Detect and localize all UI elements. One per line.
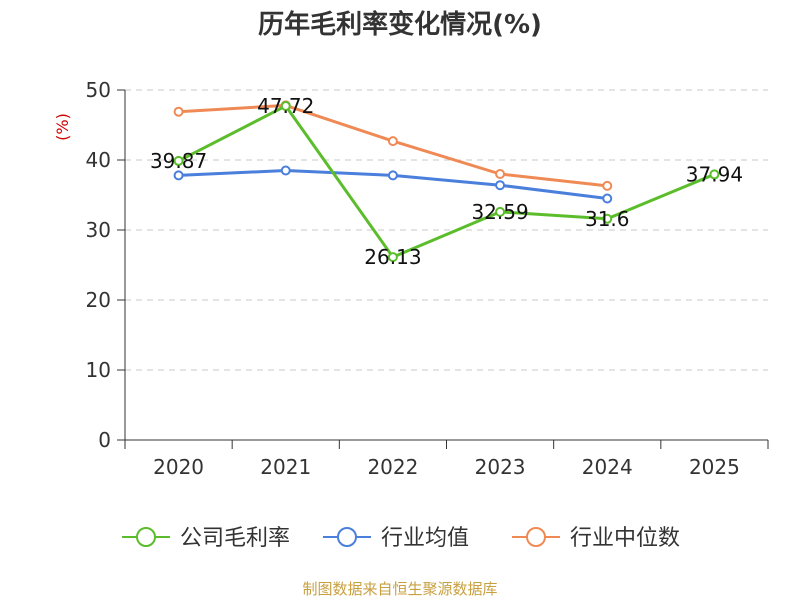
data-label: 32.59 — [471, 200, 528, 224]
x-tick-label: 2022 — [367, 455, 418, 479]
data-point[interactable] — [173, 170, 184, 181]
data-point[interactable] — [495, 169, 506, 179]
y-axis-label: (%) — [53, 113, 72, 141]
data-point[interactable] — [173, 106, 184, 117]
data-point[interactable] — [602, 180, 613, 191]
y-tick-label: 20 — [86, 288, 111, 312]
data-label: 26.13 — [364, 245, 421, 269]
x-tick-label: 2020 — [153, 455, 204, 479]
x-tick-label: 2021 — [260, 455, 311, 479]
data-point[interactable] — [387, 170, 398, 181]
x-tick-label: 2024 — [582, 455, 633, 479]
y-tick-label: 50 — [86, 78, 111, 102]
data-label: 31.6 — [585, 207, 630, 231]
data-label: 47.72 — [257, 94, 314, 118]
data-point[interactable] — [387, 252, 398, 263]
chart-title: 历年毛利率变化情况(%) — [258, 10, 542, 40]
data-label: 37.94 — [686, 162, 743, 186]
y-tick-label: 0 — [98, 428, 111, 452]
legend-marker[interactable] — [526, 527, 546, 547]
y-tick-label: 10 — [86, 358, 111, 382]
data-point[interactable] — [280, 165, 291, 176]
data-point[interactable] — [709, 169, 720, 180]
data-point[interactable] — [602, 213, 613, 224]
series-line — [177, 104, 715, 259]
data-point[interactable] — [495, 180, 506, 191]
data-point[interactable] — [280, 100, 291, 111]
x-tick-label: 2023 — [475, 455, 526, 479]
legend-label[interactable]: 行业均值 — [381, 526, 469, 551]
legend-marker[interactable] — [136, 527, 156, 547]
source-note: 制图数据来自恒生聚源数据库 — [302, 580, 498, 598]
data-label: 39.87 — [150, 149, 207, 173]
y-tick-label: 30 — [86, 218, 111, 242]
legend-marker[interactable] — [337, 527, 357, 547]
data-point[interactable] — [602, 193, 613, 204]
data-point[interactable] — [495, 206, 506, 217]
legend-label[interactable]: 行业中位数 — [570, 526, 680, 551]
data-point[interactable] — [173, 155, 184, 166]
legend-label[interactable]: 公司毛利率 — [180, 526, 290, 551]
data-point[interactable] — [387, 136, 398, 147]
x-tick-label: 2025 — [689, 455, 740, 479]
y-tick-label: 40 — [86, 148, 111, 172]
